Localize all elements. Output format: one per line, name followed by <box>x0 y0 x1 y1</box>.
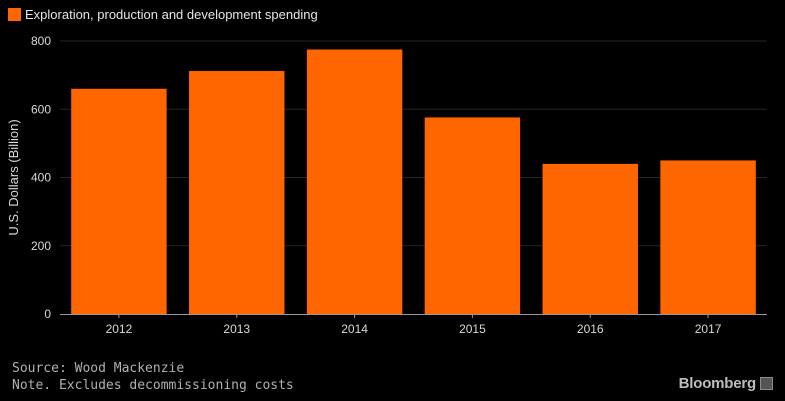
legend-label: Exploration, production and development … <box>25 6 318 22</box>
x-tick-label: 2017 <box>695 322 722 336</box>
exclusion-note: Note. Excludes decommissioning costs <box>12 378 294 393</box>
x-tick-label: 2014 <box>341 322 368 336</box>
bar-2016 <box>542 163 638 314</box>
bar-2012 <box>71 88 167 315</box>
y-tick-label: 600 <box>31 102 51 116</box>
brand-name: Bloomberg <box>678 375 757 392</box>
y-axis-title: U.S. Dollars (Billion) <box>6 119 21 235</box>
x-tick-label: 2013 <box>223 322 250 336</box>
y-tick-label: 400 <box>31 171 51 185</box>
bar-2015 <box>424 117 521 314</box>
y-tick-label: 0 <box>44 307 51 321</box>
chart-legend: Exploration, production and development … <box>8 6 318 22</box>
y-tick-label: 200 <box>31 239 51 253</box>
source-note: Source: Wood Mackenzie <box>12 361 185 376</box>
x-tick-label: 2012 <box>106 322 133 336</box>
bar-2017 <box>660 160 756 314</box>
x-tick-label: 2015 <box>459 322 486 336</box>
legend-swatch <box>8 7 21 21</box>
brand-logo: Bloomberg <box>679 375 773 392</box>
brand-mark-icon <box>760 377 773 390</box>
bar-2014 <box>306 49 403 314</box>
bar-2013 <box>189 71 285 314</box>
y-tick-label: 800 <box>31 34 51 48</box>
x-tick-label: 2016 <box>577 322 604 336</box>
